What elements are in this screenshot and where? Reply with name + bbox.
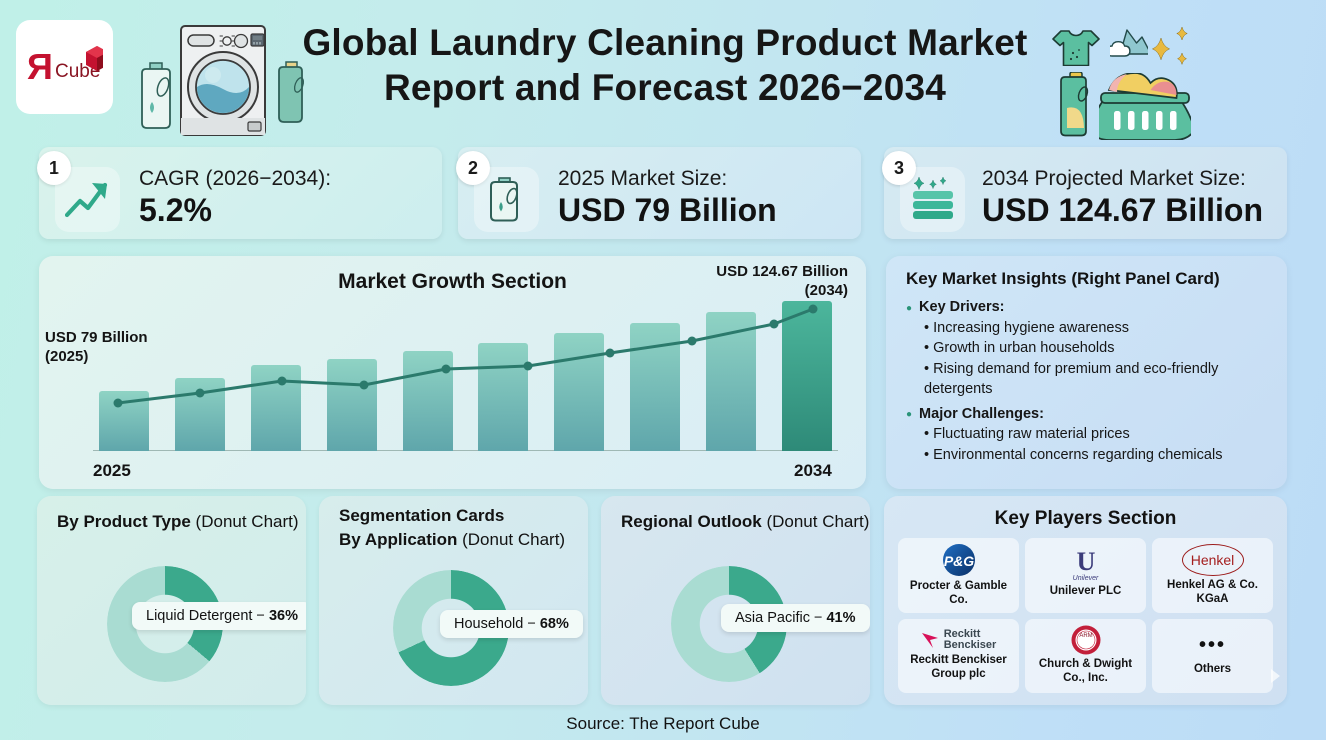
svg-text:P&G: P&G xyxy=(943,553,973,569)
svg-text:Я: Я xyxy=(27,46,53,87)
svg-text:ARM: ARM xyxy=(1079,633,1092,639)
